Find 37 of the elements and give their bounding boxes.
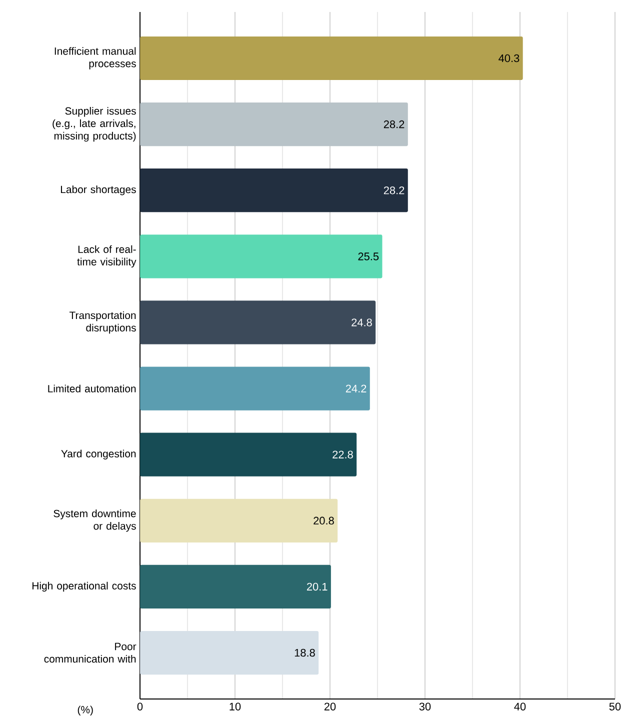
x-tick-label: 20: [324, 702, 336, 710]
x-tick-label: 50: [609, 702, 621, 710]
y-tick-label: High operational costs: [32, 582, 136, 592]
x-tick-label: 40: [514, 702, 526, 710]
bar: [140, 498, 338, 542]
bar: [140, 234, 382, 278]
y-tick-label: System downtime or delays: [54, 510, 136, 532]
y-tick-label: Yard congestion: [61, 450, 136, 460]
y-tick-label: Limited automation: [48, 384, 136, 392]
y-tick-label: Poor communication with: [44, 642, 136, 663]
x-tick-label: 10: [230, 702, 241, 710]
data-label: 28.2: [384, 120, 404, 128]
data-label: 24.8: [352, 318, 372, 326]
data-label: 28.2: [384, 186, 404, 194]
y-tick-label: Supplier issues (e.g., late arrivals, missing products): [52, 106, 136, 142]
x-axis-title: (%): [78, 706, 93, 716]
data-label: 18.8: [294, 648, 315, 657]
bar: [140, 102, 408, 146]
y-tick-label: Labor shortages: [60, 185, 136, 196]
data-label: 25.5: [358, 252, 379, 260]
bar: [140, 564, 331, 609]
bar: [140, 300, 376, 344]
data-label: 40.3: [498, 54, 520, 62]
bar: [140, 432, 357, 476]
data-label: 20.1: [306, 582, 328, 591]
y-tick-label: Lack of real-time visibility: [77, 245, 136, 268]
bar: [140, 36, 523, 80]
bar: [140, 366, 370, 410]
x-tick-label: 0: [137, 702, 143, 710]
y-tick-label: Transportation disruptions: [69, 311, 136, 334]
bar: [140, 168, 408, 212]
bar: [140, 630, 319, 675]
y-tick-label: Inefficient manual processes: [54, 47, 136, 70]
data-label: 24.2: [346, 384, 366, 392]
data-label: 22.8: [332, 450, 353, 458]
data-label: 20.8: [314, 516, 334, 525]
x-tick-label: 30: [419, 702, 431, 710]
